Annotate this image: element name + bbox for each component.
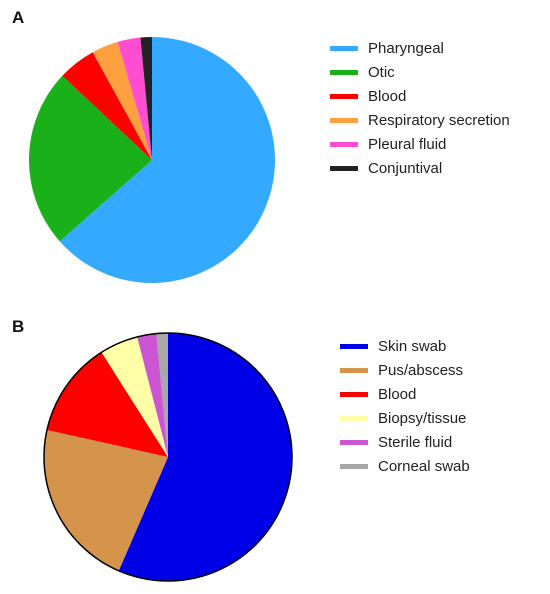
legend-a-swatch [330,165,358,171]
legend-a-item-conjuntival: Conjuntival [330,156,510,180]
legend-a: Pharyngeal Otic Blood Respiratory secretion… [330,36,510,180]
panel-label-a: A [12,8,25,27]
legend-a-item-blood: Blood [330,84,510,108]
legend-a-swatch [330,141,358,147]
legend-a-swatch [330,45,358,51]
legend-b-swatch [340,391,368,397]
pie-b-slice-biopsy-tissue [101,336,168,457]
legend-b-swatch [340,415,368,421]
legend-a-item-otic: Otic [330,60,510,84]
pie-b-slice-blood [46,352,168,457]
panel-label-b: B [12,317,25,336]
legend-b-label: Skin swab [378,337,447,355]
legend-a-label: Respiratory secretion [368,111,510,129]
pie-a-slice-blood [62,52,152,160]
pie-chart-panel-b: B Skin swab Pus/abscess Blood Biopsy/tissue… [0,297,550,594]
pie-a-slice-respiratory-secretion [92,41,152,160]
legend-a-label: Pleural fluid [368,135,447,153]
pie-a-slice-pharyngeal [59,37,276,283]
legend-a-item-pleural-fluid: Pleural fluid [330,132,510,156]
legend-b-swatch [340,439,368,445]
legend-a-swatch [330,69,358,75]
pie-a-slice-pleural-fluid [117,37,152,160]
legend-b-item-sterile-fluid: Sterile fluid [340,430,470,454]
legend-b-label: Blood [378,385,417,403]
legend-b-item-skin-swab: Skin swab [340,334,470,358]
legend-b-label: Corneal swab [378,457,470,475]
legend-b-item-blood: Blood [340,382,470,406]
legend-b-item-pus-abscess: Pus/abscess [340,358,470,382]
pie-b-slice-sterile-fluid [137,333,168,457]
pie-b-outline [43,332,293,582]
legend-a-label: Conjuntival [368,159,443,177]
pie-a-slice-conjuntival [140,37,152,160]
pie-a-slice-otic [28,75,152,242]
legend-b-label: Biopsy/tissue [378,409,467,427]
legend-b-swatch [340,367,368,373]
legend-b-swatch [340,343,368,349]
pie-chart-b [43,332,293,582]
legend-b-item-biopsy-tissue: Biopsy/tissue [340,406,470,430]
pie-chart-a [28,37,276,283]
legend-b-label: Pus/abscess [378,361,464,379]
legend-a-item-respiratory-secretion: Respiratory secretion [330,108,510,132]
legend-a-label: Pharyngeal [368,39,444,57]
pie-chart-panel-a: A Pharyngeal Otic Blood Respiratory secreti… [12,8,510,283]
pie-b-slice-corneal-swab [156,333,168,457]
legend-a-swatch [330,93,358,99]
legend-a-swatch [330,117,358,123]
legend-a-label: Blood [368,87,407,105]
legend-b: Skin swab Pus/abscess Blood Biopsy/tissue St… [340,334,470,478]
legend-b-item-corneal-swab: Corneal swab [340,454,470,478]
legend-a-label: Otic [368,63,395,81]
legend-b-label: Sterile fluid [378,433,453,451]
legend-a-item-pharyngeal: Pharyngeal [330,36,510,60]
pie-b-slice-pus-abscess [43,429,168,571]
pie-b-slice-skin-swab [118,333,292,581]
legend-b-swatch [340,463,368,469]
